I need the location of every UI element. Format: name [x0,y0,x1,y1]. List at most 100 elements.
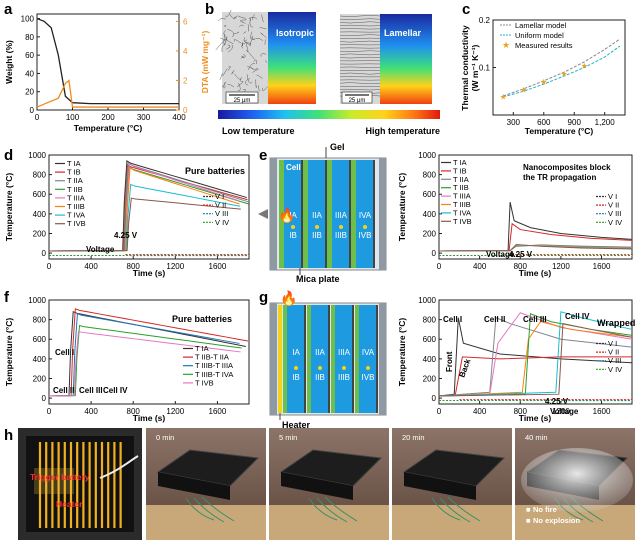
panel-g-4v-label: 4.25 V [545,397,569,406]
x-tick-label: 0 [47,262,52,271]
y-tick-label: 600 [33,335,47,344]
measured-point: ★ [560,70,567,79]
cell-label: IIIA [335,211,348,220]
measured-point: ★ [540,77,547,86]
x-tick-label: 0 [47,407,52,416]
lamellar-structure [340,14,380,104]
x-tick-label: 200 [101,113,115,122]
y-tick-label: 100 [21,15,35,24]
y-tick-label: 200 [423,374,437,383]
smoke [521,448,633,512]
scale-bar-lam-text: 25 μm [349,98,366,104]
y-tick-label: 40 [25,69,34,78]
panel-e-title-1: Nanocomposites block [523,163,611,172]
label-g-cell-1: Cell I [443,315,462,324]
note-no-explosion: No explosion [533,516,581,525]
gel-layer [331,305,335,413]
x-tick-label: 1200 [166,407,184,416]
battery-cell [359,305,378,413]
y-tick-label: 200 [33,229,47,238]
y-tick-label: 400 [33,210,47,219]
legend-label: T IVB [67,219,86,228]
thermocouple [318,366,322,370]
y-tick-label: 200 [33,374,47,383]
measured-point: ★ [520,85,527,94]
panel-g-xlabel: Time (s) [519,413,552,423]
measured-point: ★ [581,62,588,71]
x-tick-label: 0 [437,262,442,271]
cell-label: IIIB [338,373,350,382]
x-tick-label: 400 [473,407,487,416]
label-gel: Gel [330,142,345,152]
y-tick-label: 1000 [28,296,46,305]
mica-plate [304,305,306,413]
label-g-cell-3: Cell III [523,315,547,324]
panel-g-title: Wrapped [597,318,635,328]
scale-bar-iso-text: 25 μm [234,98,251,104]
y-tick-label: 600 [423,335,437,344]
lamellar-label: Lamellar [384,28,422,38]
battery-cell [335,305,354,413]
heater-strip [278,305,282,413]
panel-d-voltage-label: Voltage [86,245,115,254]
y-tick-label: 0.1 [479,64,491,73]
y-tick-label: 400 [423,210,437,219]
panel-f-xlabel: Time (s) [133,413,166,423]
legend-label: T IVB [453,217,472,226]
panel-label-h: h [4,427,13,444]
x-tick-label: 400 [84,262,98,271]
cell-label: IVB [359,231,372,240]
colorbar-high-label: High temperature [365,126,440,136]
weight-curve [37,19,179,104]
y-tick-label: 0 [42,249,47,258]
x-tick-label: 300 [507,118,521,127]
temperature-colorbar [218,110,440,119]
thermocouple [339,225,343,229]
panel-d-4v-label: 4.25 V [114,231,138,240]
mica-plate [325,160,327,268]
label-heater-photo: Heater [56,499,83,509]
thermocouple [294,366,298,370]
y-tick-label: 1000 [418,151,436,160]
y-tick-label: 1000 [418,296,436,305]
panel-label-g: g [259,289,268,306]
panel-a-series [37,19,179,107]
x-tick-label: 100 [66,113,80,122]
y-tick-label: 800 [423,171,437,180]
gel-layer [307,305,311,413]
mica-plate [328,305,330,413]
end-plate-right [379,303,386,415]
isotropic-temperature-field [268,12,316,104]
y-tick-label: 800 [33,171,47,180]
x-tick-label: 1600 [209,262,227,271]
cell-label: IIA [315,348,325,357]
panel-d-xlabel: Time (s) [133,268,166,278]
thermocouple [291,225,295,229]
panel-label-e: e [259,147,267,164]
x-tick-label: 400 [473,262,487,271]
flame-icon-e: 🔥 [278,207,295,224]
x-tick-label: 1600 [593,262,611,271]
y-tick-label: 80 [25,33,34,42]
y-right-tick-label: 6 [183,17,188,26]
label-g-cell-4: Cell IV [565,312,590,321]
isotropic-structure [222,12,268,104]
label-mica: Mica plate [296,274,340,284]
label-g-cell-2: Cell II [484,315,505,324]
y-tick-label: 400 [33,355,47,364]
thermocouple [366,366,370,370]
gel-layer [351,160,356,268]
y-tick-label: 600 [423,190,437,199]
thermocouple [315,225,319,229]
mica-plate [373,160,375,268]
isotropic-label: Isotropic [276,28,314,38]
legend-label: V IV [215,218,229,227]
time-label: 5 min [279,433,297,442]
label-cell: Cell [286,163,301,172]
x-tick-label: 300 [137,113,151,122]
